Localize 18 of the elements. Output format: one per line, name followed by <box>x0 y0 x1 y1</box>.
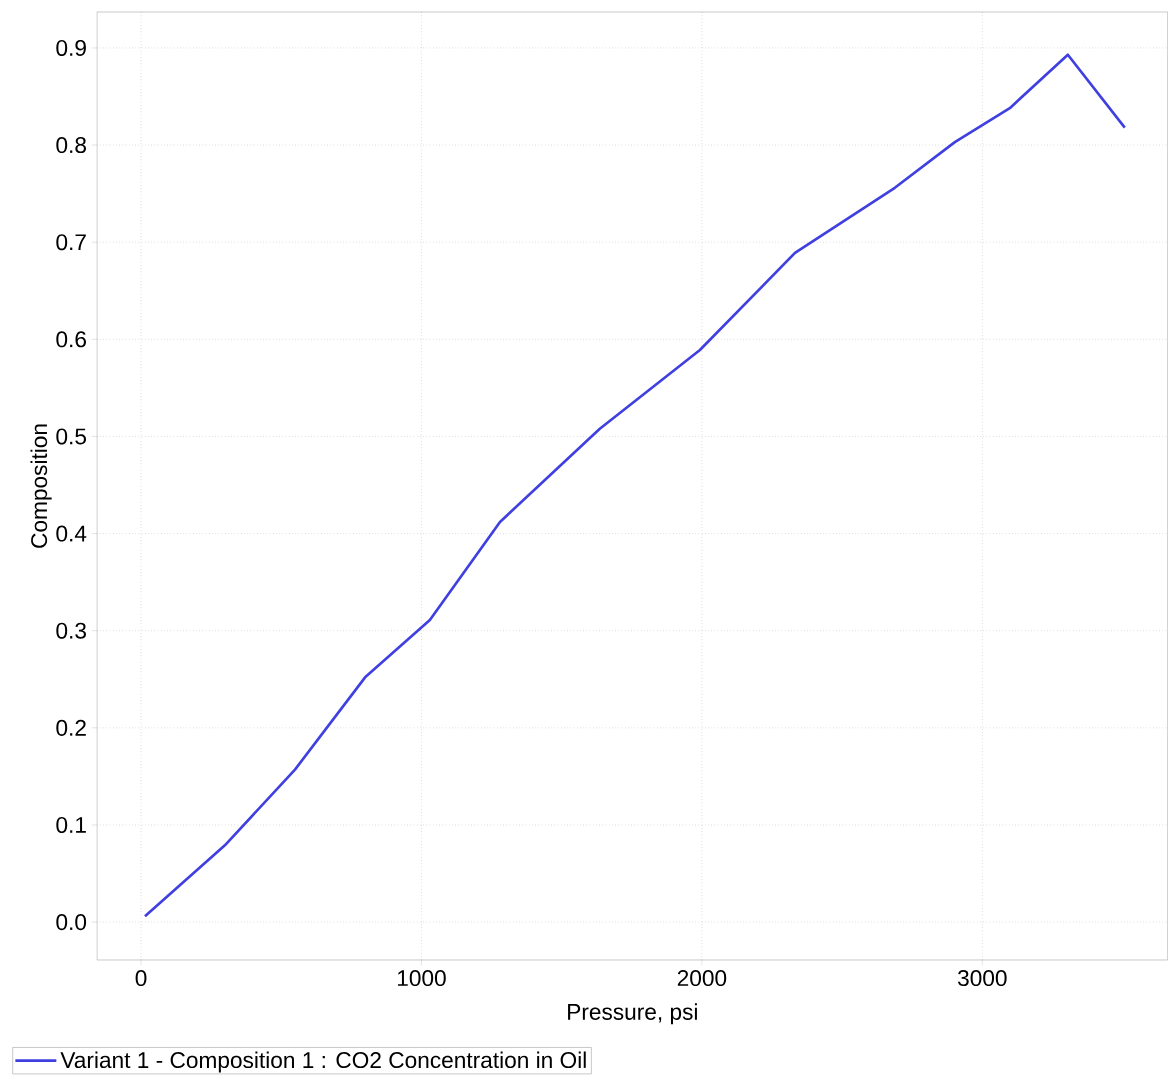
y-tick-label: 0.9 <box>56 39 86 56</box>
y-tick-label: 0.7 <box>56 234 86 251</box>
y-tick-label: 0.1 <box>56 816 86 834</box>
y-tick-label: 0.3 <box>56 622 86 639</box>
y-tick-label: 0.6 <box>56 331 86 348</box>
x-tick-label: 0 <box>135 970 147 987</box>
x-tick-label: 3000 <box>957 970 1007 987</box>
x-axis-title: Pressure, psi <box>568 1003 697 1025</box>
x-tick-label: 1000 <box>397 970 446 987</box>
y-tick-label: 0.0 <box>56 914 87 931</box>
y-tick-label: 0.8 <box>56 137 86 154</box>
y-tick-label: 0.4 <box>56 525 87 542</box>
y-tick-label: 0.2 <box>56 719 86 736</box>
y-tick-label: 0.5 <box>56 428 86 445</box>
y-axis-title: Composition <box>30 424 52 548</box>
legend-label: Variant 1 - Composition 1 : CO2 Concentration in Oil <box>60 1051 586 1073</box>
x-tick-label: 2000 <box>677 970 727 987</box>
line-series <box>143 53 1127 918</box>
